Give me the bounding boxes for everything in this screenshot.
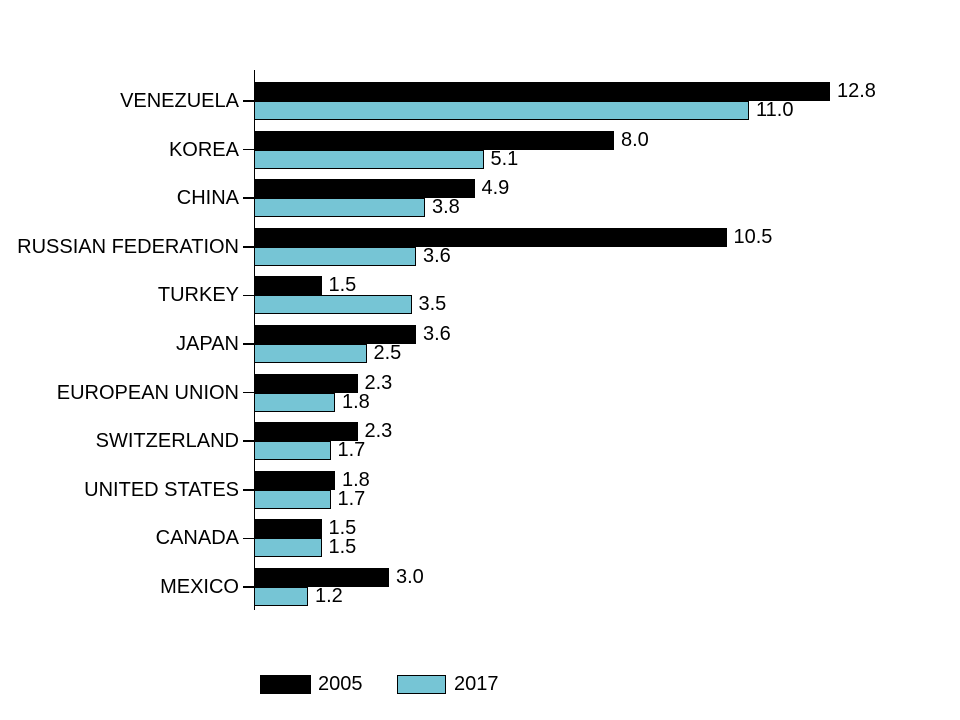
axis-tick xyxy=(243,148,254,151)
bar-2017 xyxy=(254,538,322,558)
value-label-2005: 2.3 xyxy=(364,371,393,394)
category-label: VENEZUELA xyxy=(120,90,239,112)
category-label: UNITED STATES xyxy=(84,478,239,501)
bar-2005 xyxy=(254,179,475,199)
value-label-2005: 12.8 xyxy=(837,80,876,102)
value-label-2017: 3.6 xyxy=(423,244,451,267)
value-label-2005: 1.8 xyxy=(342,468,370,491)
category-label: KOREA xyxy=(168,138,239,161)
category-label: RUSSIAN FEDERATION xyxy=(17,235,239,258)
bar-2017 xyxy=(254,198,425,218)
bar-2005 xyxy=(254,325,416,344)
value-label-2005: 10.5 xyxy=(733,225,773,248)
value-label-2017: 1.5 xyxy=(328,536,357,559)
axis-tick xyxy=(243,197,254,199)
bar-2005 xyxy=(254,373,358,393)
bar-2017 xyxy=(254,149,484,169)
bar-2005 xyxy=(254,470,335,490)
value-label-2017: 1.7 xyxy=(337,439,366,462)
bar-2005 xyxy=(254,276,322,296)
bar-2017 xyxy=(254,587,308,606)
axis-tick xyxy=(243,391,254,394)
value-label-2005: 8.0 xyxy=(621,128,649,151)
category-label: MEXICO xyxy=(160,576,239,598)
category-label: TURKEY xyxy=(157,284,239,307)
bar-2017 xyxy=(254,295,412,315)
bar-2005 xyxy=(254,82,830,101)
value-label-2017: 5.1 xyxy=(490,147,519,170)
value-label-2017: 3.8 xyxy=(432,196,460,219)
value-label-2017: 1.8 xyxy=(342,390,370,413)
bar-2005 xyxy=(254,130,614,150)
value-label-2005: 1.5 xyxy=(328,517,357,540)
legend-label-2005: 2005 xyxy=(318,673,363,695)
value-label-2017: 1.7 xyxy=(337,487,366,510)
value-label-2017: 3.5 xyxy=(418,293,447,316)
axis-tick xyxy=(243,246,254,248)
category-label: CANADA xyxy=(155,527,239,550)
axis-tick xyxy=(243,440,254,442)
axis-tick xyxy=(243,537,254,540)
bar-2017 xyxy=(254,392,335,412)
axis-tick xyxy=(243,100,254,102)
axis-tick xyxy=(243,489,254,491)
value-label-2005: 3.0 xyxy=(396,566,424,588)
bar-2005 xyxy=(254,519,322,539)
bar-2017 xyxy=(254,344,367,363)
value-label-2005: 4.9 xyxy=(481,177,510,200)
bar-2017 xyxy=(254,489,331,509)
bar-2005 xyxy=(254,422,358,442)
axis-tick xyxy=(243,343,254,345)
bar-2017 xyxy=(254,441,331,461)
category-label: JAPAN xyxy=(176,333,239,355)
value-label-2017: 2.5 xyxy=(373,342,402,364)
bar-2017 xyxy=(254,101,749,120)
legend-swatch-2017 xyxy=(397,675,446,694)
bar-2017 xyxy=(254,246,416,266)
category-label: SWITZERLAND xyxy=(95,430,239,453)
legend-swatch-2005 xyxy=(260,675,311,694)
bar-2005 xyxy=(254,568,389,587)
value-label-2017: 1.2 xyxy=(315,585,343,607)
legend-label-2017: 2017 xyxy=(454,673,499,695)
axis-tick xyxy=(243,294,254,297)
axis-tick xyxy=(243,586,254,588)
value-label-2017: 11.0 xyxy=(756,99,794,121)
value-label-2005: 2.3 xyxy=(364,420,393,443)
value-label-2005: 3.6 xyxy=(423,323,451,345)
category-label: CHINA xyxy=(176,187,239,210)
bar-2005 xyxy=(254,227,727,247)
category-label: EUROPEAN UNION xyxy=(56,381,239,404)
value-label-2005: 1.5 xyxy=(328,274,357,297)
